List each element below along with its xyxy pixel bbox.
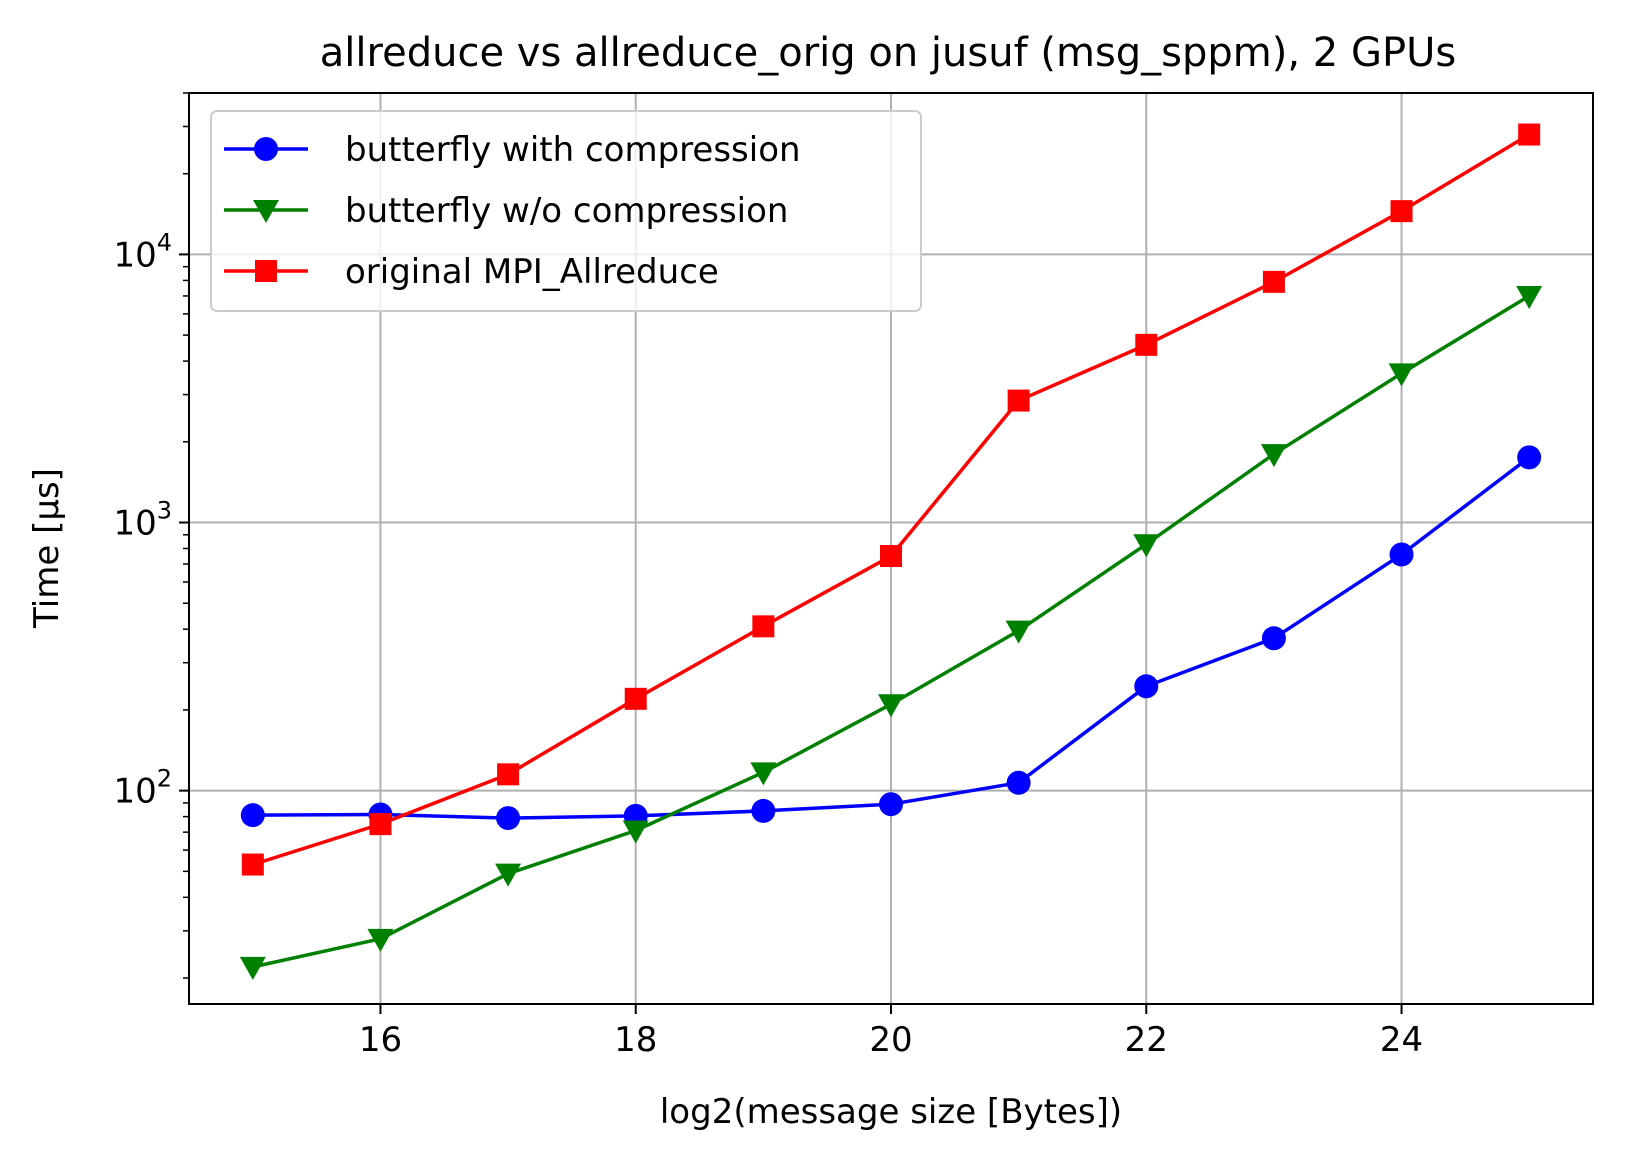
- series-layer: [239, 123, 1543, 980]
- x-tick-label: 16: [359, 1020, 402, 1060]
- data-point: [1006, 770, 1031, 795]
- data-point: [1390, 200, 1413, 223]
- legend-label: butterfly w/o compression: [345, 191, 788, 231]
- data-point: [369, 813, 392, 836]
- x-axis: 16 18 20 22 24: [359, 1004, 1423, 1060]
- data-point: [622, 820, 649, 844]
- data-point: [1260, 444, 1287, 468]
- data-point: [495, 863, 522, 887]
- y-tick-label: 102: [113, 765, 172, 812]
- legend-item: butterfly w/o compression: [224, 191, 788, 231]
- x-tick-label: 22: [1125, 1020, 1168, 1060]
- x-tick-label: 20: [869, 1020, 912, 1060]
- x-axis-label: log2(message size [Bytes]): [660, 1092, 1122, 1132]
- legend-marker: [253, 200, 279, 223]
- legend-marker: [254, 137, 278, 161]
- y-tick-label: 103: [113, 497, 172, 544]
- data-point: [751, 798, 776, 823]
- series-2: [239, 285, 1543, 980]
- data-point: [1005, 620, 1032, 644]
- legend-item: butterfly with compression: [224, 130, 801, 170]
- legend-box: [210, 110, 922, 312]
- data-point: [752, 615, 775, 638]
- x-tick-label: 18: [614, 1020, 657, 1060]
- data-point: [1261, 626, 1286, 651]
- data-point: [624, 687, 647, 710]
- data-point: [496, 806, 521, 831]
- y-tick-label-exponent: 2: [157, 765, 172, 793]
- data-point: [1262, 270, 1285, 293]
- legend-label: original MPI_Allreduce: [345, 252, 719, 292]
- legend-label: butterfly with compression: [345, 130, 801, 170]
- data-point: [1007, 389, 1030, 412]
- data-point: [1517, 445, 1542, 470]
- data-point: [750, 762, 777, 786]
- data-point: [879, 792, 903, 817]
- y-tick-label: 104: [113, 228, 172, 275]
- legend-item: original MPI_Allreduce: [224, 252, 719, 292]
- y-tick-label-exponent: 4: [157, 228, 172, 256]
- y-tick-label-exponent: 3: [157, 497, 172, 525]
- legend: butterfly with compression butterfly w/o …: [210, 110, 922, 312]
- data-point: [1133, 534, 1160, 558]
- data-point: [880, 545, 902, 568]
- series-3: [241, 123, 1541, 876]
- data-point: [367, 928, 394, 952]
- chart-title: allreduce vs allreduce_orig on jusuf (ms…: [320, 30, 1456, 76]
- y-tick-label-base: 10: [113, 772, 156, 812]
- data-point: [1518, 123, 1541, 146]
- y-tick-label-base: 10: [113, 504, 156, 544]
- x-tick-label: 24: [1380, 1020, 1423, 1060]
- data-point: [240, 803, 265, 828]
- legend-marker: [255, 260, 277, 282]
- data-point: [1134, 674, 1159, 699]
- data-point: [1388, 363, 1415, 387]
- data-point: [878, 694, 904, 718]
- data-point: [497, 763, 520, 786]
- data-point: [241, 853, 264, 876]
- data-point: [1389, 542, 1414, 567]
- y-tick-label-base: 10: [113, 235, 156, 275]
- data-point: [1135, 333, 1158, 356]
- data-point: [239, 956, 266, 980]
- y-axis-label: Time [µs]: [27, 468, 67, 629]
- data-point: [1516, 285, 1543, 309]
